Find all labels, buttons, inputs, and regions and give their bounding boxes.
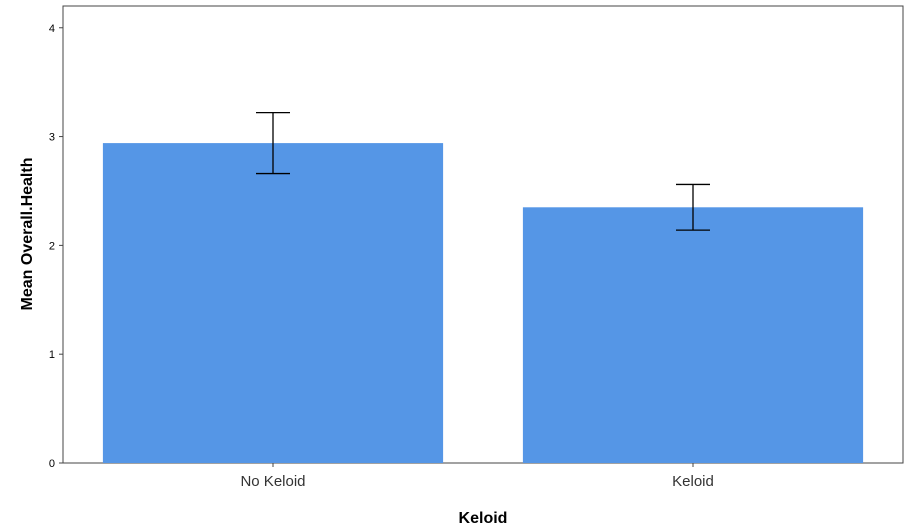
y-tick-label: 4 [49,23,55,35]
x-tick-label: Keloid [672,473,714,490]
bar-no-keloid [102,143,444,463]
x-tick-label: No Keloid [240,473,305,490]
y-tick-label: 2 [49,240,55,252]
y-axis-title: Mean Overall.Health [19,158,36,311]
y-tick-label: 1 [49,349,55,361]
y-tick-label: 3 [49,132,55,144]
bar-keloid [522,207,864,463]
error-bars-group [256,111,710,231]
y-tick-label: 0 [49,458,55,470]
y-axis-ticks: 0 1 2 3 4 [49,23,63,470]
bars-group [102,143,864,463]
x-axis-title: Keloid [459,510,508,527]
x-axis-ticks: No Keloid Keloid [240,463,714,490]
